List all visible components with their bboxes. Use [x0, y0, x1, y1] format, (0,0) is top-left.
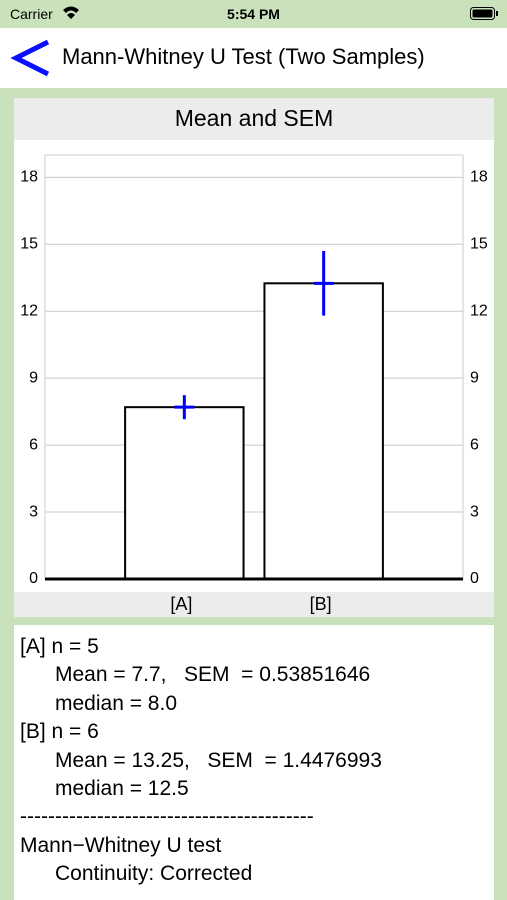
y2-tick-label: 6 — [470, 436, 479, 453]
chart: Mean and SEM 0 3 6 9 12 15 18 0 3 6 9 12 15 18 [A] [B] — [14, 98, 494, 617]
chart-title-bar — [14, 98, 494, 140]
carrier: Carrier — [10, 6, 53, 22]
x-tick-label: [A] — [170, 594, 192, 614]
y-tick-label: 6 — [29, 436, 38, 453]
x-tick-label: [B] — [310, 594, 332, 614]
bar — [263, 282, 384, 580]
y-tick-label: 18 — [20, 169, 38, 186]
y-tick-label: 3 — [29, 503, 38, 520]
y-tick-label: 15 — [20, 235, 38, 252]
sample-stat: Mean = 13.25, SEM = 1.4476993 — [55, 748, 382, 772]
nav-bar: Mann-Whitney U Test (Two Samples) — [0, 28, 507, 88]
nav-title: Mann-Whitney U Test (Two Samples) — [62, 44, 425, 69]
category-band — [14, 592, 494, 617]
y2-tick-label: 18 — [470, 169, 488, 186]
bar — [124, 406, 245, 580]
back-button[interactable] — [10, 38, 52, 78]
wifi-icon — [63, 6, 79, 19]
chart-panel: Mean and SEM 0 3 6 9 12 15 18 0 3 6 9 12 15 18 [A] [B] — [14, 98, 494, 617]
y2-tick-label: 15 — [470, 235, 488, 252]
sample-header: [A] n = 5 — [20, 635, 99, 658]
y2-tick-label: 3 — [470, 503, 479, 520]
time: 5:54 PM — [227, 6, 280, 22]
y2-tick-label: 9 — [470, 369, 479, 386]
results-panel: [A] n = 5 Mean = 7.7, SEM = 0.53851646 med… — [14, 625, 494, 900]
sample-header: [B] n = 6 — [20, 720, 99, 744]
plot-frame — [44, 154, 464, 580]
sample-stat: Mean = 7.7, SEM = 0.53851646 — [55, 663, 371, 687]
y-tick-label: 9 — [29, 369, 38, 386]
separator: ----------------------------------------… — [20, 805, 314, 829]
y-tick-label: 12 — [20, 302, 38, 319]
battery-icon — [470, 7, 498, 20]
sample-stat: median = 12.5 — [55, 777, 189, 800]
test-detail: Continuity: Corrected — [55, 862, 253, 886]
y2-tick-label: 0 — [470, 570, 479, 587]
chart-title: Mean and SEM — [175, 105, 334, 131]
y-tick-label: 0 — [29, 570, 38, 587]
test-header: Mann−Whitney U test — [20, 833, 222, 857]
sample-stat: median = 8.0 — [55, 691, 178, 715]
status-bar: Carrier 5:54 PM — [0, 0, 507, 28]
y2-tick-label: 12 — [470, 302, 488, 319]
